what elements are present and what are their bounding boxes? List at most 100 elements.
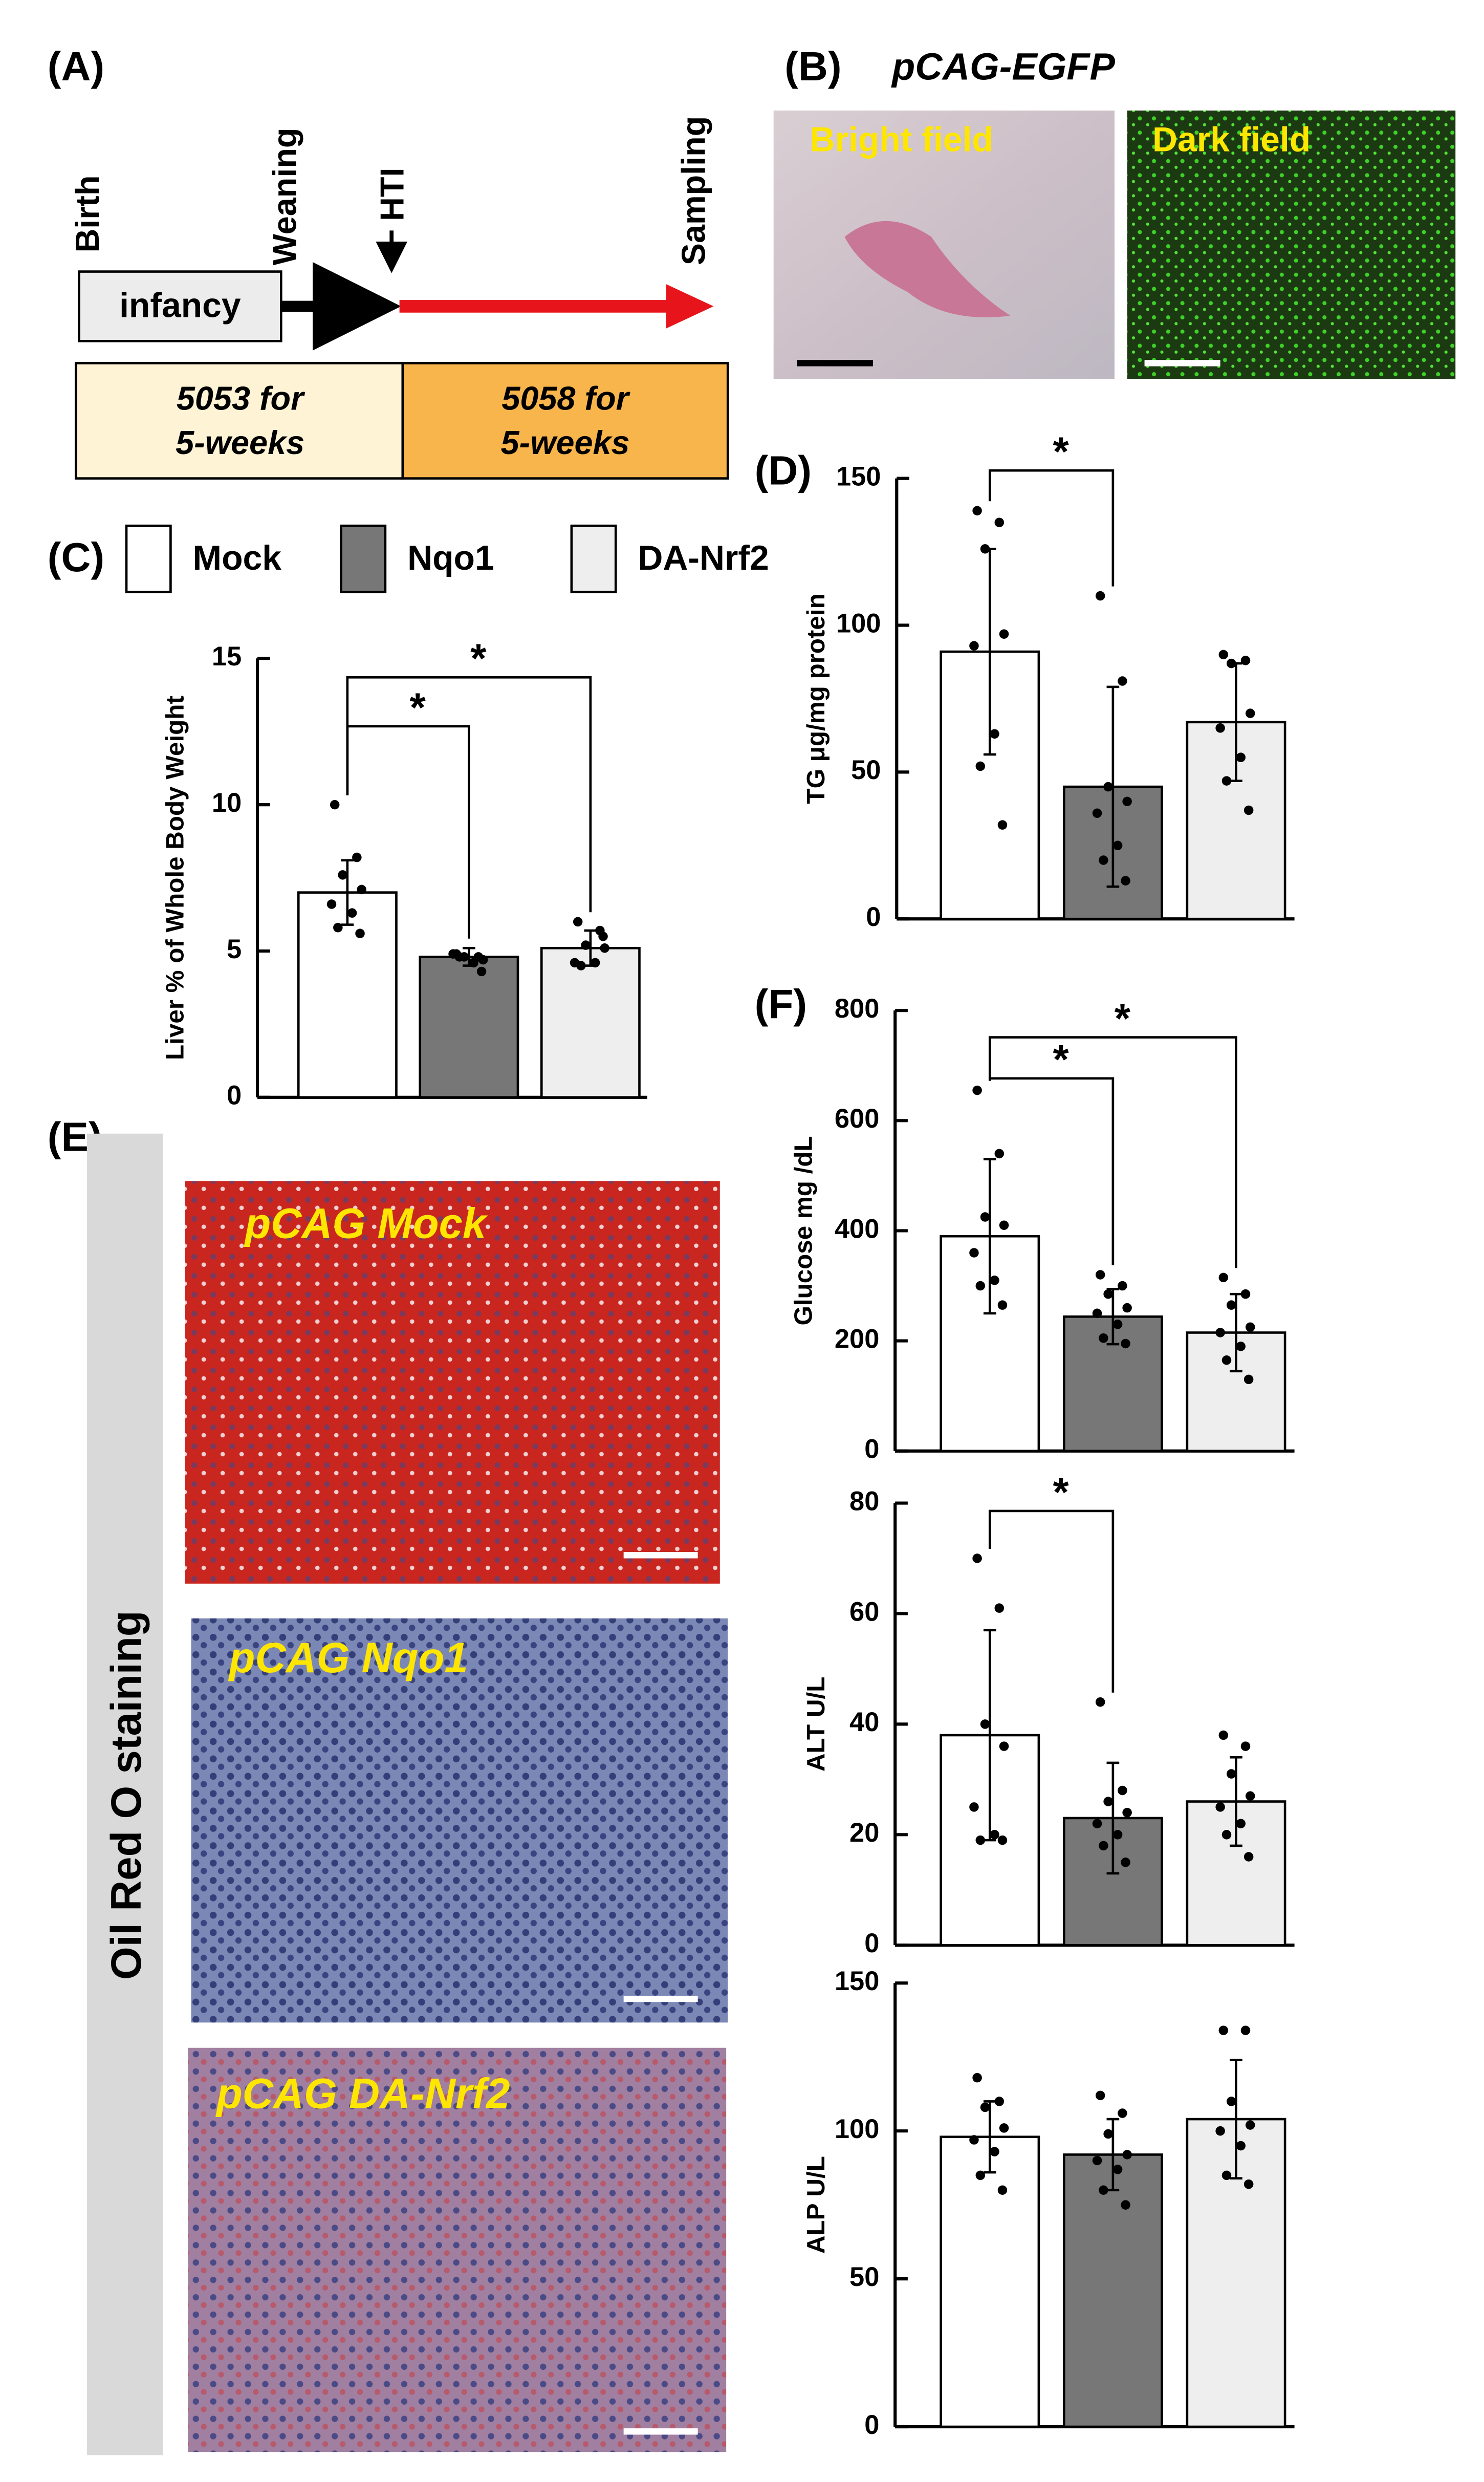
- data-point: [357, 884, 366, 895]
- data-point: [994, 1603, 1005, 1613]
- bar: [297, 891, 398, 1099]
- y-tick-label: 150: [835, 1967, 879, 1996]
- data-point: [573, 917, 583, 927]
- significance-label: *: [1053, 1469, 1069, 1515]
- data-point: [990, 2147, 999, 2156]
- significance-label: *: [1053, 428, 1069, 474]
- data-point: [1095, 2090, 1105, 2101]
- panel-label: (C): [48, 534, 104, 580]
- data-point: [980, 2102, 990, 2112]
- legend-label: Nqo1: [407, 539, 494, 577]
- legend-swatch: [125, 524, 172, 594]
- data-point: [1095, 591, 1105, 601]
- y-tick-label: 0: [227, 1081, 242, 1111]
- event-label: Birth: [69, 175, 106, 252]
- y-tick-label: 80: [849, 1486, 879, 1516]
- data-point: [1092, 2155, 1102, 2166]
- y-tick-label: 0: [866, 902, 881, 932]
- data-point: [476, 966, 487, 977]
- image-label: pCAG Nqo1: [228, 1634, 468, 1681]
- y-tick-label: 15: [212, 642, 242, 672]
- data-point: [1103, 1289, 1113, 1299]
- data-point: [1121, 876, 1130, 886]
- period-label: 5058 for: [501, 380, 630, 417]
- data-point: [994, 1149, 1005, 1159]
- data-point: [1236, 752, 1246, 762]
- panel-label: (A): [48, 43, 104, 89]
- data-point: [1092, 808, 1102, 818]
- data-point: [598, 932, 608, 941]
- data-point: [1099, 1333, 1108, 1343]
- data-point: [355, 929, 365, 938]
- image-label: Bright field: [810, 121, 993, 159]
- data-point: [1121, 1339, 1130, 1349]
- data-point: [975, 2170, 986, 2181]
- data-point: [997, 1300, 1008, 1310]
- data-point: [994, 517, 1005, 527]
- data-point: [999, 2123, 1009, 2133]
- tissue: [844, 221, 1011, 318]
- significance-label: *: [1115, 995, 1131, 1041]
- data-point: [999, 1220, 1009, 1230]
- significance-label: *: [1053, 1036, 1069, 1082]
- data-point: [1240, 656, 1251, 665]
- legend-swatch: [340, 524, 387, 594]
- data-point: [1221, 2170, 1232, 2181]
- micrograph: [188, 2047, 727, 2452]
- period-label: 5-weeks: [501, 424, 630, 461]
- data-point: [326, 899, 337, 909]
- data-point: [969, 641, 979, 651]
- data-point: [999, 1741, 1009, 1751]
- data-point: [969, 1802, 979, 1812]
- data-point: [1215, 723, 1225, 733]
- data-point: [1218, 1272, 1229, 1283]
- y-axis-label: ALP U/L: [802, 2156, 830, 2254]
- data-point: [997, 1835, 1008, 1845]
- data-point: [994, 2097, 1005, 2106]
- data-point: [1121, 1858, 1130, 1867]
- data-point: [1215, 2126, 1225, 2136]
- data-point: [581, 940, 591, 950]
- data-point: [1092, 1308, 1102, 1319]
- data-point: [1218, 1730, 1229, 1740]
- data-point: [1221, 1355, 1232, 1365]
- significance-bracket: [988, 1036, 1237, 1268]
- data-point: [1236, 2141, 1246, 2151]
- data-point: [1099, 1841, 1108, 1851]
- micrograph: [1127, 110, 1456, 379]
- y-axis-label: TG μg/mg protein: [802, 593, 830, 804]
- panel-label: (F): [755, 981, 807, 1027]
- y-tick-label: 20: [849, 1818, 879, 1848]
- data-point: [1245, 1791, 1255, 1801]
- data-point: [590, 958, 600, 968]
- arrow: [399, 300, 671, 313]
- micrograph: [191, 1618, 728, 2023]
- arrow-head: [351, 284, 398, 329]
- y-tick-label: 40: [849, 1708, 879, 1737]
- significance-bracket: [988, 1509, 1115, 1693]
- period-label: 5-weeks: [176, 424, 304, 461]
- data-point: [1221, 1830, 1232, 1840]
- micrograph: [185, 1181, 720, 1584]
- data-point: [1095, 1697, 1105, 1707]
- data-point: [1122, 2150, 1132, 2160]
- data-point: [1215, 1328, 1225, 1337]
- data-point: [1221, 776, 1232, 786]
- data-point: [1112, 840, 1123, 851]
- significance-label: *: [410, 684, 426, 730]
- event-label: Weaning: [266, 128, 303, 266]
- data-point: [1243, 2179, 1254, 2189]
- period-label: 5053 for: [177, 380, 305, 417]
- data-point: [1245, 2120, 1255, 2130]
- legend-label: Mock: [193, 539, 282, 577]
- y-tick-label: 60: [849, 1597, 879, 1627]
- data-point: [972, 2073, 982, 2083]
- panel-label: (B): [784, 43, 841, 89]
- data-point: [469, 958, 478, 968]
- y-tick-label: 800: [835, 994, 879, 1024]
- bar: [940, 2135, 1040, 2428]
- data-point: [1103, 1797, 1113, 1806]
- data-point: [454, 952, 465, 962]
- data-point: [997, 820, 1008, 830]
- event-label: HTI: [373, 168, 410, 221]
